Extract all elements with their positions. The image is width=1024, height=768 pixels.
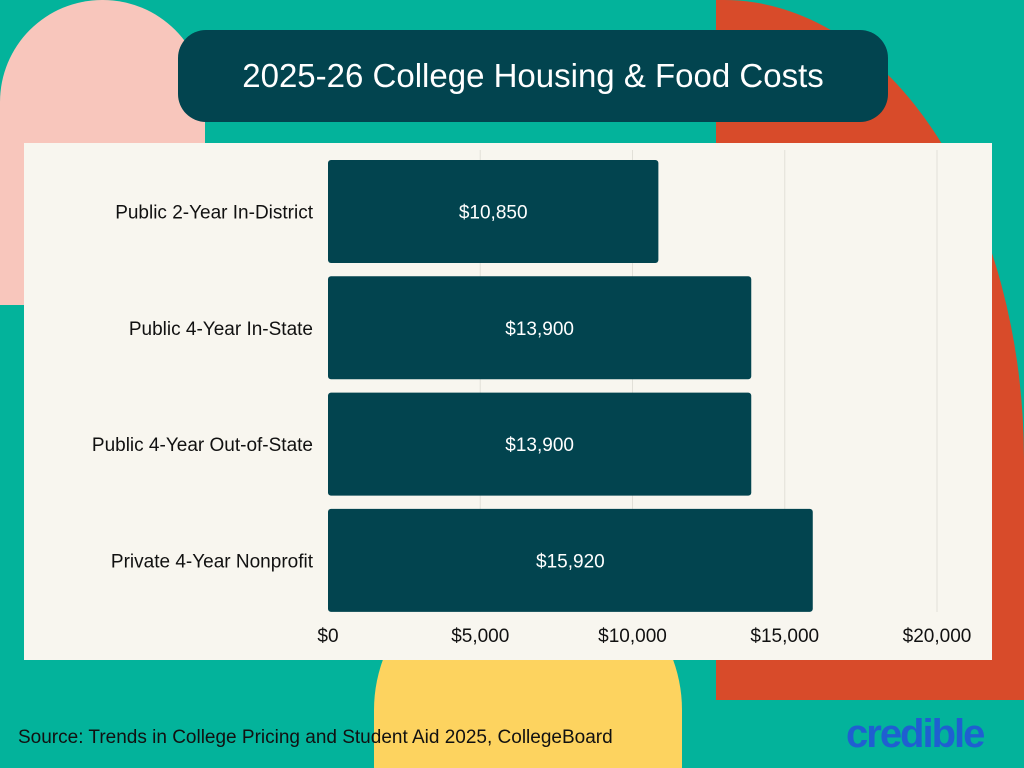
x-tick-label: $5,000: [451, 626, 509, 647]
x-tick-label: $10,000: [598, 626, 667, 647]
chart-title: 2025-26 College Housing & Food Costs: [178, 30, 888, 122]
bar: [328, 392, 752, 496]
bar-value-label: $13,900: [505, 319, 574, 340]
chart-title-text: 2025-26 College Housing & Food Costs: [242, 57, 824, 94]
y-category-label: Public 2-Year In-District: [115, 203, 314, 224]
x-tick-label: $20,000: [903, 626, 972, 647]
source-note: Source: Trends in College Pricing and St…: [18, 727, 613, 748]
bar-value-label: $10,850: [459, 203, 528, 224]
bar: [328, 508, 813, 612]
bar: [328, 276, 752, 380]
x-tick-label: $0: [317, 626, 338, 647]
credible-logo: credible: [846, 712, 985, 756]
y-category-label: Public 4-Year In-State: [129, 319, 313, 340]
x-tick-label: $15,000: [750, 626, 819, 647]
y-category-label: Private 4-Year Nonprofit: [111, 551, 314, 572]
bar-value-label: $13,900: [505, 435, 574, 456]
bar: [328, 160, 659, 263]
bar-value-label: $15,920: [536, 551, 605, 572]
y-category-label: Public 4-Year Out-of-State: [92, 435, 313, 456]
